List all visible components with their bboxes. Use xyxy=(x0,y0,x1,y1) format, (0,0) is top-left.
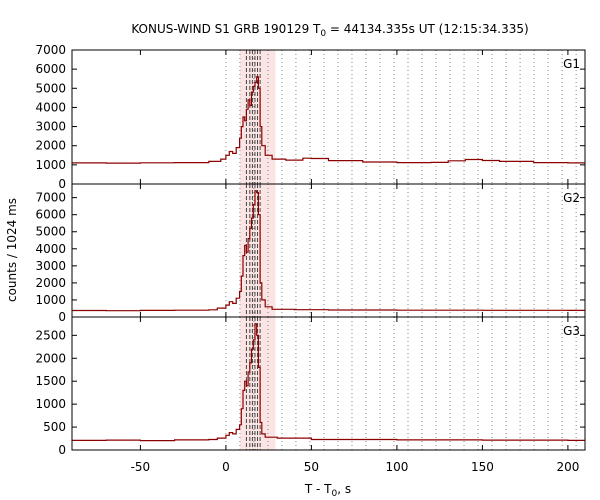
y-tick-label: 5000 xyxy=(35,225,66,239)
panel-label-g1: G1 xyxy=(563,57,580,71)
panel-label-g3: G3 xyxy=(563,324,580,338)
x-tick-label: 100 xyxy=(385,460,408,474)
chart-title-subscript: 0 xyxy=(320,29,326,39)
y-tick-label: 1500 xyxy=(35,374,66,388)
x-tick-label: 0 xyxy=(222,460,230,474)
panel-g2: 0 1000 2000 3000 4000 5000 6000 7000 G2 xyxy=(35,183,586,324)
y-tick-label: 7000 xyxy=(35,191,66,205)
y-tick-label: 2000 xyxy=(35,139,66,153)
y-tick-label: 1000 xyxy=(35,293,66,307)
y-tick-label: 6000 xyxy=(35,208,66,222)
y-tick-label: 2000 xyxy=(35,351,66,365)
panel-frame xyxy=(71,183,586,318)
panel-g1: 0 1000 2000 3000 4000 5000 6000 7000 G1 xyxy=(35,43,586,191)
y-tick-label: 4000 xyxy=(35,242,66,256)
y-tick-label: 3000 xyxy=(35,120,66,134)
y-tick-label: 0 xyxy=(58,177,66,191)
x-tick-label: 50 xyxy=(304,460,319,474)
chart-title-suffix: = 44134.335s UT (12:15:34.335) xyxy=(326,22,529,36)
panel-label-g2: G2 xyxy=(563,191,580,205)
y-tick-label: 5000 xyxy=(35,81,66,95)
y-tick-label: 0 xyxy=(58,443,66,457)
light-curve-g3 xyxy=(72,323,585,442)
x-tick-label: -50 xyxy=(131,460,151,474)
chart-title: KONUS-WIND S1 GRB 190129 T0 = 44134.335s… xyxy=(131,22,528,39)
y-tick-label: 3000 xyxy=(35,259,66,273)
y-axis-label: counts / 1024 ms xyxy=(5,198,19,302)
panel-frame xyxy=(71,316,586,451)
x-tick-label: 150 xyxy=(471,460,494,474)
x-axis-label-prefix: T - T xyxy=(304,482,332,496)
y-tick-label: 1000 xyxy=(35,397,66,411)
y-tick-label: 7000 xyxy=(35,43,66,57)
light-curve-g2 xyxy=(72,190,585,312)
plot-layer: 01000200030004000500060007000G1010002000… xyxy=(35,43,586,474)
chart-title-prefix: KONUS-WIND S1 GRB 190129 T xyxy=(131,22,321,36)
panel-g3: 0 500 1000 1500 2000 2500 G3 xyxy=(35,316,586,457)
x-axis-label-subscript: 0 xyxy=(332,489,338,499)
y-tick-label: 500 xyxy=(43,420,66,434)
panel-frame xyxy=(71,49,586,185)
y-tick-label: 2500 xyxy=(35,328,66,342)
y-tick-label: 1000 xyxy=(35,158,66,172)
y-tick-label: 4000 xyxy=(35,100,66,114)
x-tick-label: 200 xyxy=(556,460,579,474)
x-axis-label-suffix: , s xyxy=(337,482,351,496)
y-tick-label: 6000 xyxy=(35,62,66,76)
x-axis-label: T - T0, s xyxy=(304,482,351,499)
light-curve-g1 xyxy=(72,76,585,164)
y-tick-label: 0 xyxy=(58,310,66,324)
y-tick-label: 2000 xyxy=(35,276,66,290)
